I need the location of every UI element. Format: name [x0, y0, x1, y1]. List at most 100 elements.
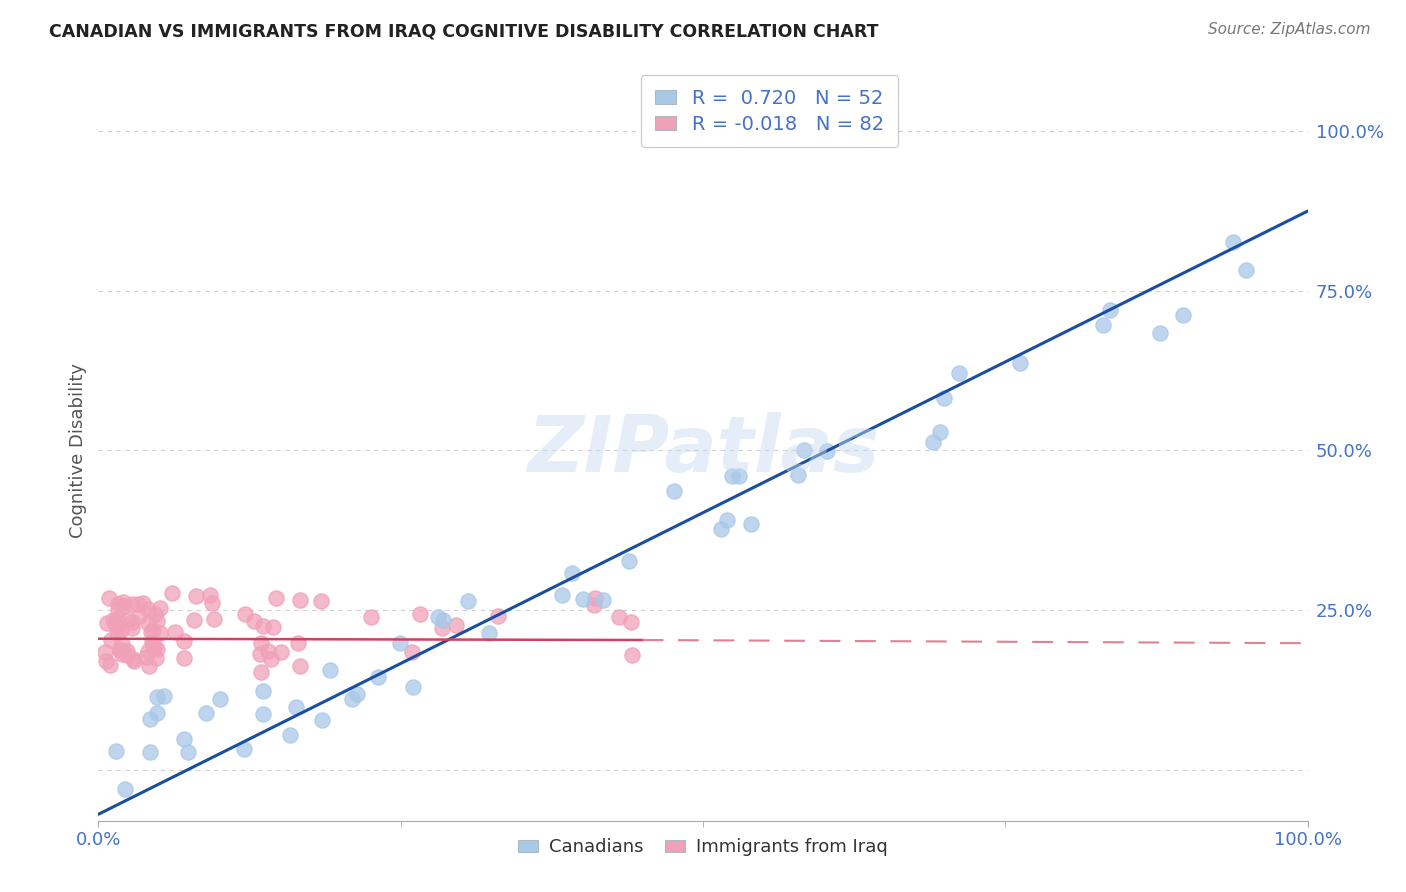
Point — [173, 634, 195, 648]
Point — [252, 706, 274, 721]
Point — [145, 690, 167, 705]
Point — [662, 483, 685, 498]
Point — [260, 652, 283, 666]
Point — [146, 642, 169, 657]
Point — [1234, 263, 1257, 277]
Point — [721, 469, 744, 483]
Point — [139, 712, 162, 726]
Point — [311, 713, 333, 727]
Point — [486, 609, 509, 624]
Point — [142, 623, 165, 637]
Point — [256, 643, 278, 657]
Point — [111, 595, 134, 609]
Point — [233, 607, 256, 621]
Point — [728, 469, 751, 483]
Point — [571, 592, 593, 607]
Point — [146, 614, 169, 628]
Point — [127, 598, 149, 612]
Point — [173, 732, 195, 747]
Point — [142, 638, 165, 652]
Point — [262, 620, 284, 634]
Point — [97, 591, 120, 606]
Point — [100, 633, 122, 648]
Point — [740, 516, 762, 531]
Point — [921, 434, 943, 449]
Point — [103, 613, 125, 627]
Point — [110, 643, 132, 657]
Point — [138, 644, 160, 658]
Point — [815, 444, 838, 458]
Point — [388, 635, 411, 649]
Point — [252, 619, 274, 633]
Point — [444, 617, 467, 632]
Point — [270, 645, 292, 659]
Point — [288, 592, 311, 607]
Point — [402, 680, 425, 694]
Point — [478, 625, 501, 640]
Point — [149, 600, 172, 615]
Point — [104, 744, 127, 758]
Point — [264, 591, 287, 605]
Point — [115, 643, 138, 657]
Point — [427, 610, 450, 624]
Point — [607, 609, 630, 624]
Point — [145, 650, 167, 665]
Point — [1091, 318, 1114, 332]
Point — [430, 621, 453, 635]
Point — [432, 614, 454, 628]
Point — [457, 594, 479, 608]
Point — [287, 636, 309, 650]
Point — [177, 745, 200, 759]
Legend: Canadians, Immigrants from Iraq: Canadians, Immigrants from Iraq — [512, 831, 894, 863]
Point — [160, 586, 183, 600]
Point — [620, 615, 643, 629]
Point — [408, 607, 430, 621]
Text: Source: ZipAtlas.com: Source: ZipAtlas.com — [1208, 22, 1371, 37]
Point — [141, 634, 163, 648]
Point — [232, 742, 254, 756]
Point — [360, 609, 382, 624]
Point — [194, 706, 217, 720]
Point — [285, 700, 308, 714]
Point — [716, 513, 738, 527]
Y-axis label: Cognitive Disability: Cognitive Disability — [69, 363, 87, 538]
Point — [367, 670, 389, 684]
Point — [249, 647, 271, 661]
Point — [617, 553, 640, 567]
Point — [121, 652, 143, 666]
Point — [100, 657, 122, 672]
Point — [583, 591, 606, 605]
Point — [243, 615, 266, 629]
Point — [561, 566, 583, 581]
Point — [114, 781, 136, 796]
Point — [149, 626, 172, 640]
Point — [209, 692, 232, 706]
Point — [128, 609, 150, 624]
Point — [787, 467, 810, 482]
Point — [401, 645, 423, 659]
Point — [112, 599, 135, 613]
Point — [198, 588, 221, 602]
Point — [202, 612, 225, 626]
Point — [948, 366, 970, 380]
Point — [1171, 309, 1194, 323]
Point — [1149, 326, 1171, 340]
Point — [932, 392, 955, 406]
Point — [107, 603, 129, 617]
Point — [142, 640, 165, 655]
Point — [582, 598, 605, 612]
Point — [201, 596, 224, 610]
Point — [153, 689, 176, 703]
Point — [96, 654, 118, 668]
Point — [1010, 356, 1032, 370]
Point — [146, 706, 169, 721]
Text: ZIPatlas: ZIPatlas — [527, 412, 879, 489]
Point — [592, 592, 614, 607]
Point — [551, 588, 574, 602]
Point — [117, 613, 139, 627]
Point — [110, 624, 132, 638]
Point — [132, 595, 155, 609]
Point — [122, 654, 145, 668]
Point — [105, 626, 128, 640]
Point — [710, 522, 733, 536]
